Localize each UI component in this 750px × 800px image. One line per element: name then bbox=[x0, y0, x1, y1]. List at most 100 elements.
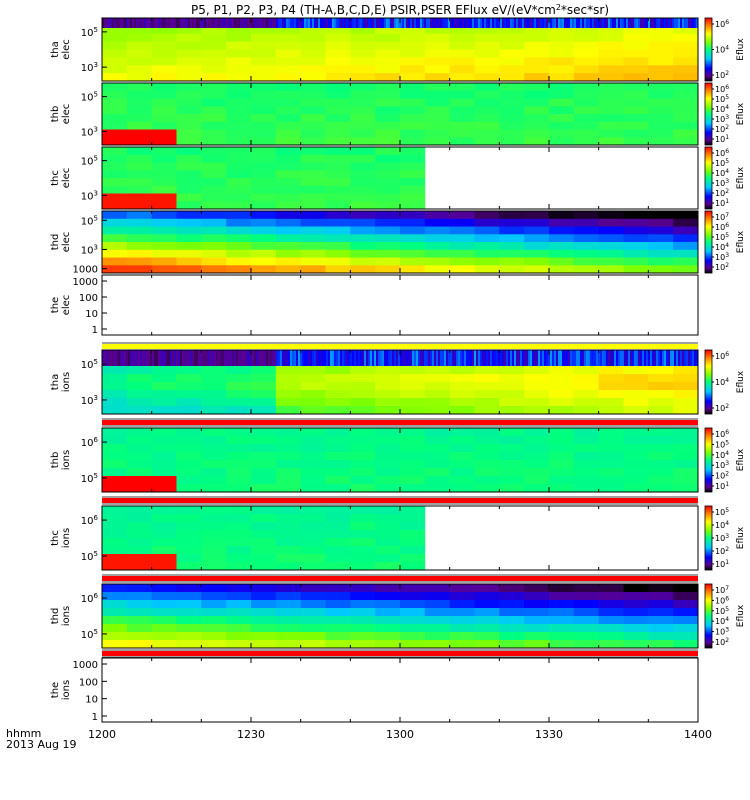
noise-pixel bbox=[404, 18, 406, 28]
noise-pixel bbox=[322, 350, 324, 366]
heatmap-cell bbox=[176, 476, 202, 485]
colorbar-scale bbox=[704, 146, 713, 210]
noise-pixel bbox=[330, 18, 332, 28]
tick-base: 10 bbox=[715, 607, 725, 616]
noise-pixel bbox=[338, 350, 340, 366]
heatmap-cell bbox=[375, 484, 401, 493]
heatmap-cell bbox=[350, 57, 376, 66]
heatmap-cell bbox=[251, 562, 277, 571]
heatmap-cell bbox=[573, 98, 599, 107]
heatmap-cell bbox=[350, 265, 376, 274]
heatmap-cell bbox=[102, 154, 128, 163]
heatmap-cell bbox=[325, 428, 351, 437]
heatmap-cell bbox=[201, 460, 227, 469]
heatmap-cell bbox=[424, 90, 450, 99]
noise-pixel bbox=[682, 350, 684, 366]
heatmap-cell bbox=[251, 170, 277, 179]
noise-pixel bbox=[212, 18, 214, 28]
noise-pixel bbox=[610, 350, 612, 366]
tick-base: 10 bbox=[715, 71, 725, 80]
heatmap-cell bbox=[126, 265, 152, 274]
heatmap-cell bbox=[275, 249, 301, 258]
heatmap-cell bbox=[151, 234, 177, 243]
heatmap-cell bbox=[573, 608, 599, 617]
heatmap-cell bbox=[201, 592, 227, 601]
heatmap-cell bbox=[251, 584, 277, 593]
heatmap-cell bbox=[126, 538, 152, 547]
tick-base: 10 bbox=[715, 547, 725, 556]
heatmap-cell bbox=[251, 41, 277, 50]
figure-title: P5, P1, P2, P3, P4 (TH-A,B,C,D,E) PSIR,P… bbox=[191, 3, 609, 18]
heatmap-cell bbox=[102, 83, 128, 92]
heatmap-cell bbox=[325, 562, 351, 571]
heatmap-cell bbox=[350, 41, 376, 50]
noise-pixel bbox=[616, 18, 618, 28]
noise-pixel bbox=[238, 350, 240, 366]
heatmap-cell bbox=[325, 640, 351, 649]
heatmap-cell bbox=[201, 57, 227, 66]
heatmap-cell bbox=[151, 514, 177, 523]
heatmap-cell bbox=[350, 106, 376, 115]
noise-pixel bbox=[320, 18, 322, 28]
heatmap-cell bbox=[226, 25, 252, 35]
noise-pixel bbox=[122, 350, 124, 366]
noise-pixel bbox=[626, 350, 628, 366]
heatmap-cell bbox=[524, 632, 550, 641]
noise-pixel bbox=[538, 350, 540, 366]
heatmap-cell bbox=[176, 73, 202, 82]
heatmap-cell bbox=[350, 234, 376, 243]
noise-pixel bbox=[336, 350, 338, 366]
heatmap-cell bbox=[201, 234, 227, 243]
heatmap-cell bbox=[375, 460, 401, 469]
heatmap-cell bbox=[673, 211, 699, 220]
noise-pixel bbox=[292, 18, 294, 28]
noise-pixel bbox=[396, 18, 398, 28]
heatmap-cell bbox=[623, 406, 649, 415]
tick-exp: 5 bbox=[725, 232, 729, 239]
colorbar-tick-label: 102 bbox=[715, 403, 729, 414]
heatmap-cell bbox=[201, 129, 227, 138]
heatmap-cell bbox=[400, 366, 426, 375]
heatmap-cell bbox=[400, 484, 426, 493]
noise-pixel bbox=[614, 18, 616, 28]
heatmap-cell bbox=[226, 452, 252, 461]
heatmap-cell bbox=[226, 546, 252, 555]
heatmap-cell bbox=[400, 249, 426, 258]
heatmap-cell bbox=[176, 436, 202, 445]
heatmap-cell bbox=[201, 178, 227, 187]
heatmap-cell bbox=[573, 65, 599, 74]
noise-pixel bbox=[174, 350, 176, 366]
y-tick-label: 1000 bbox=[73, 277, 98, 288]
heatmap-cell bbox=[325, 49, 351, 58]
heatmap-cell bbox=[201, 98, 227, 107]
heatmap-cell bbox=[251, 436, 277, 445]
heatmap-cell bbox=[598, 616, 624, 625]
noise-pixel bbox=[420, 18, 422, 28]
noise-pixel bbox=[410, 18, 412, 28]
heatmap-cell bbox=[573, 226, 599, 235]
heatmap-cell bbox=[300, 398, 326, 407]
heatmap-cell bbox=[375, 624, 401, 633]
heatmap-cell bbox=[449, 428, 475, 437]
heatmap-cell bbox=[226, 234, 252, 243]
heatmap-cell bbox=[275, 242, 301, 251]
heatmap-cell bbox=[524, 460, 550, 469]
tick-exp: 6 bbox=[725, 595, 729, 602]
tick-exp: 3 bbox=[94, 61, 98, 69]
heatmap-cell bbox=[350, 460, 376, 469]
heatmap-cell bbox=[424, 390, 450, 399]
panel-frame bbox=[101, 657, 699, 723]
heatmap-cell bbox=[673, 444, 699, 453]
tick-exp: 6 bbox=[94, 436, 99, 444]
heatmap-cell bbox=[573, 57, 599, 66]
tick-exp: 3 bbox=[725, 178, 729, 185]
colorbar-tick-label: 102 bbox=[715, 124, 729, 135]
noise-pixel bbox=[590, 18, 592, 28]
heatmap-cell bbox=[623, 390, 649, 399]
heatmap-cell bbox=[251, 257, 277, 266]
heatmap-cell bbox=[573, 25, 599, 35]
heatmap-cell bbox=[648, 265, 674, 274]
heatmap-cell bbox=[350, 584, 376, 593]
heatmap-cell bbox=[375, 41, 401, 50]
